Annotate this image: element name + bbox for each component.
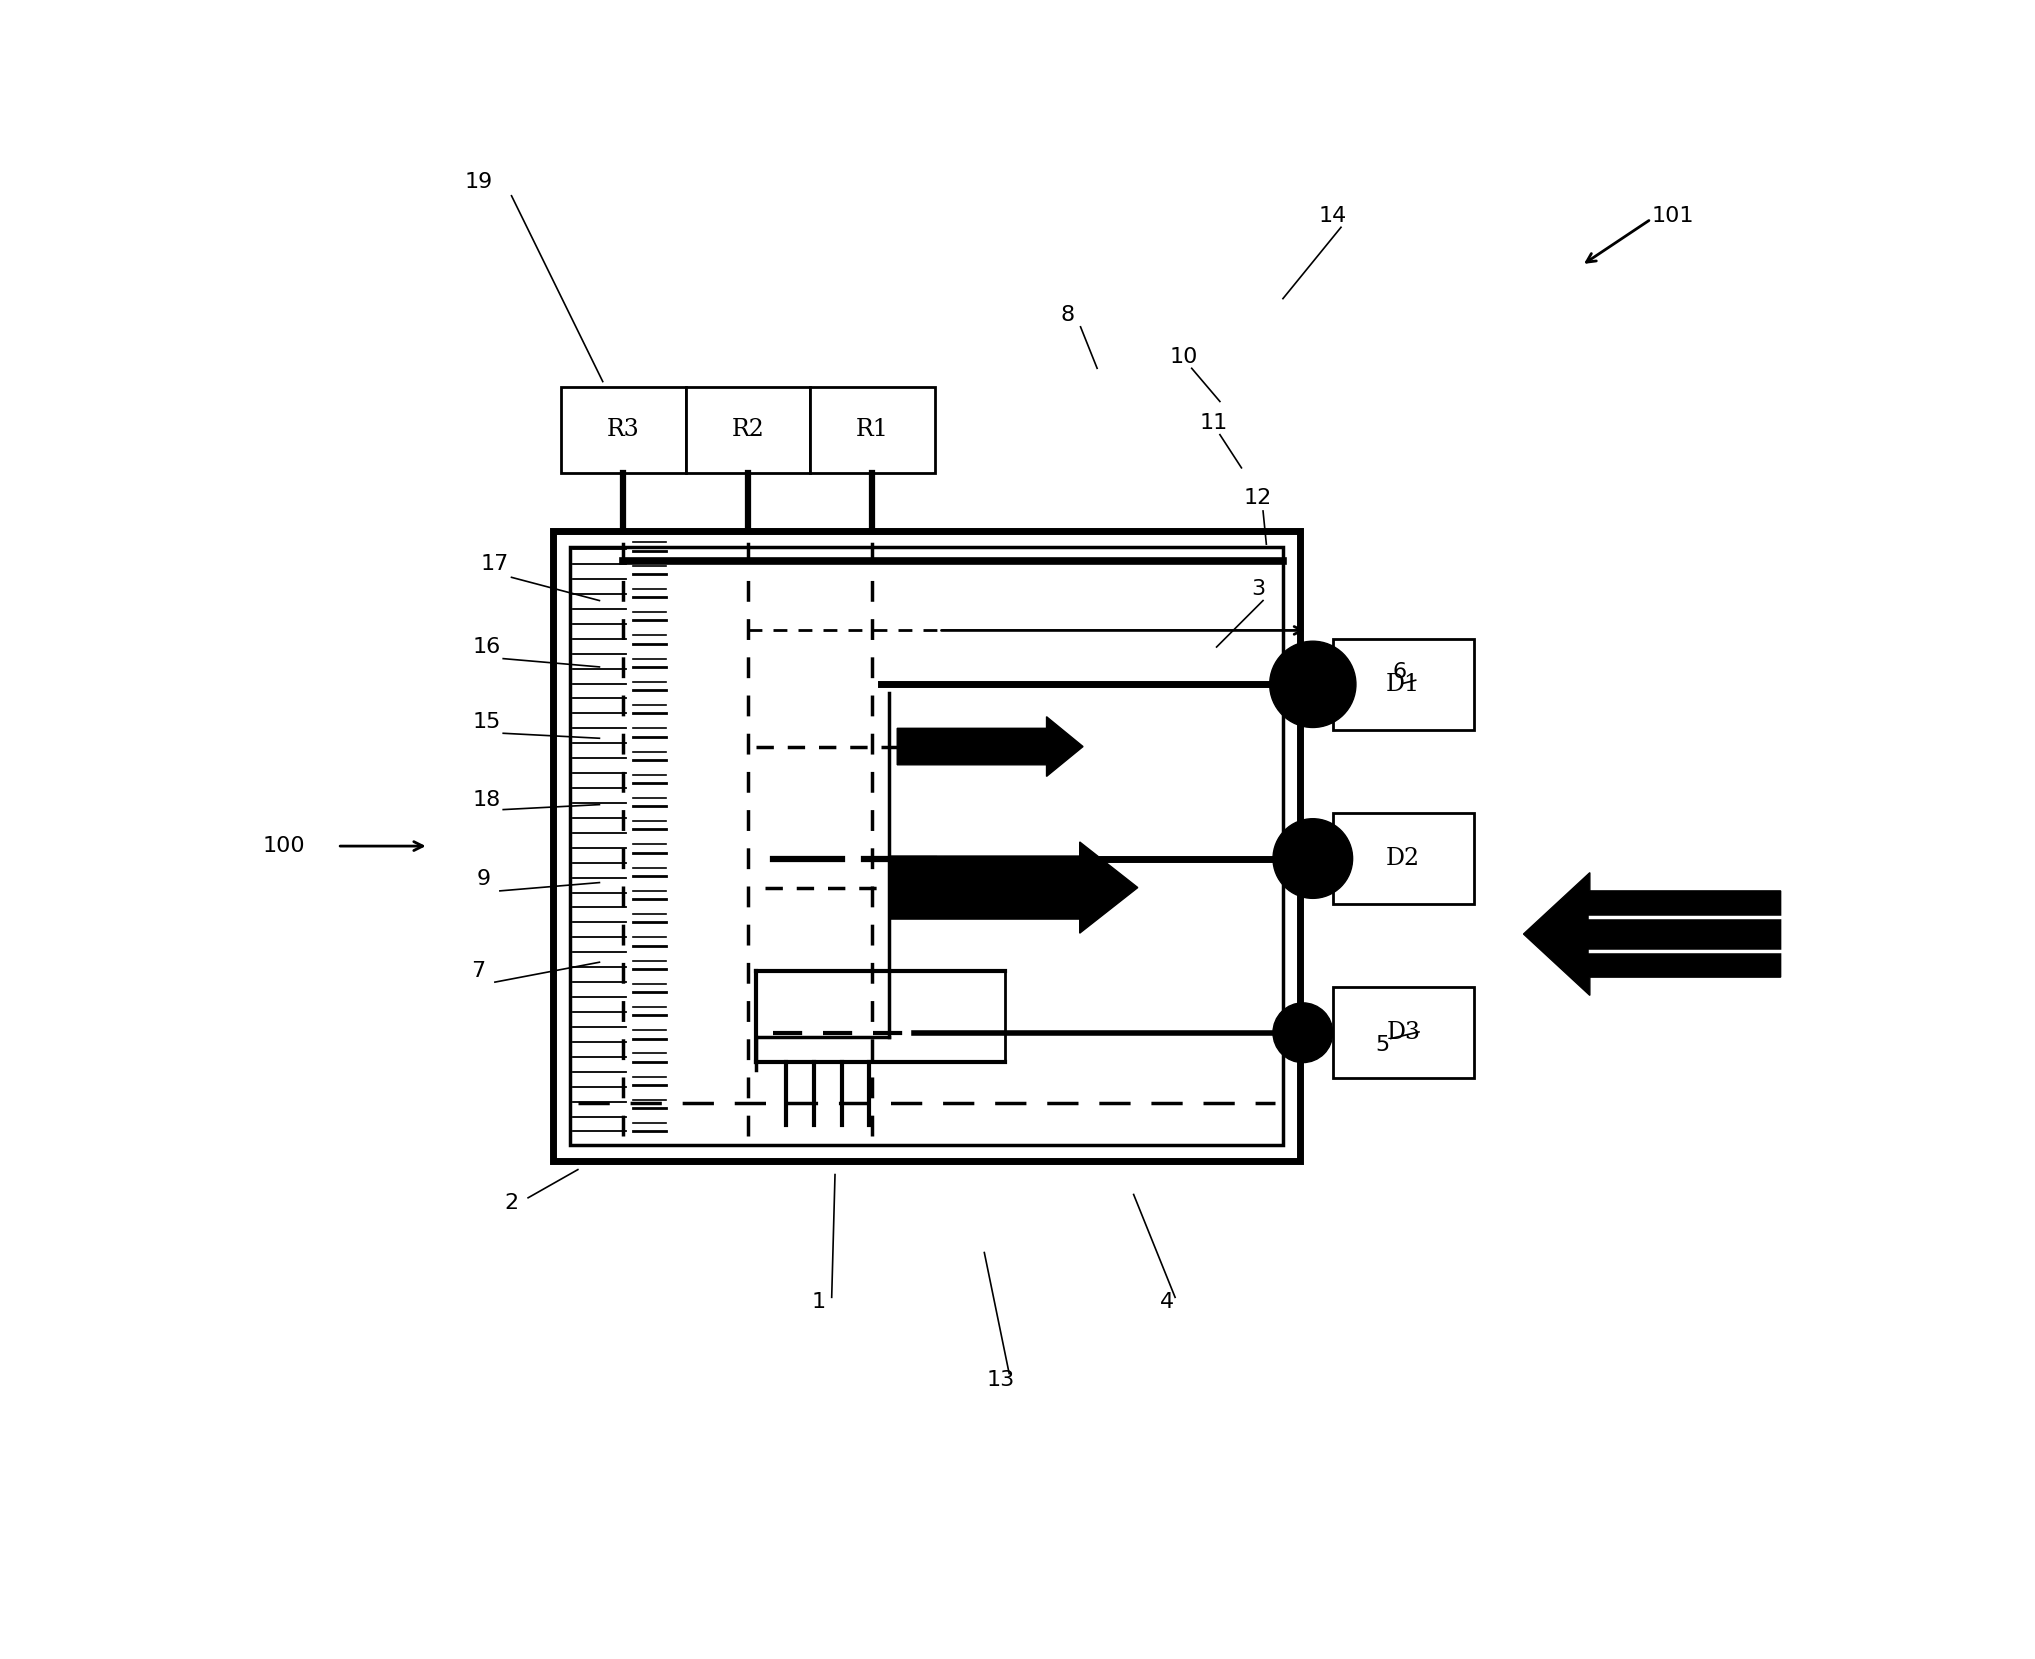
Text: D1: D1 [1386,674,1420,695]
Text: 4: 4 [1160,1292,1174,1312]
Text: 18: 18 [472,790,501,810]
Text: 16: 16 [472,637,501,657]
FancyArrow shape [889,843,1138,932]
Bar [1333,813,1473,904]
Bar [570,547,1282,1145]
Text: D3: D3 [1386,1022,1420,1044]
Text: R3: R3 [606,418,639,441]
Text: 6: 6 [1392,662,1406,682]
Text: 15: 15 [472,712,501,732]
Bar [562,387,686,473]
Circle shape [1274,818,1353,899]
Text: R1: R1 [857,418,889,441]
Text: 1: 1 [812,1292,826,1312]
Text: 12: 12 [1243,488,1272,508]
FancyArrow shape [1524,873,1781,995]
Text: 101: 101 [1652,206,1693,226]
Text: 100: 100 [263,836,305,856]
Text: 13: 13 [987,1370,1015,1390]
Bar [686,387,810,473]
Bar [810,387,934,473]
Text: 20: 20 [1699,927,1728,947]
Text: 14: 14 [1319,206,1347,226]
Text: 8: 8 [1060,305,1074,325]
Text: 7: 7 [472,961,486,980]
Bar [1333,987,1473,1078]
Text: 5: 5 [1376,1035,1390,1055]
Bar [554,531,1300,1161]
Text: 10: 10 [1170,347,1197,367]
Text: 19: 19 [464,173,492,192]
Circle shape [1270,640,1355,728]
Bar [1333,639,1473,730]
Text: 17: 17 [480,554,509,574]
Text: R2: R2 [731,418,765,441]
Text: 9: 9 [476,869,490,889]
Text: 2: 2 [505,1193,519,1213]
FancyArrow shape [897,717,1083,776]
Circle shape [1274,1002,1333,1062]
Text: 3: 3 [1252,579,1266,599]
Text: 11: 11 [1199,413,1227,433]
Text: D2: D2 [1386,848,1420,869]
